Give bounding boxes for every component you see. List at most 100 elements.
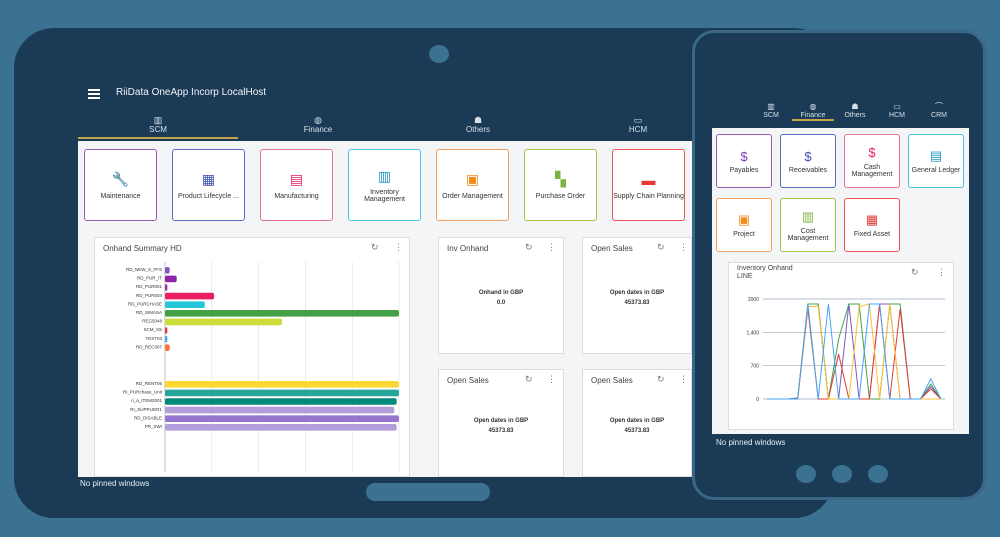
tile-purchase-order[interactable]: ▚ Purchase Order	[524, 149, 597, 221]
tick-label: RD_DISABLE	[134, 415, 162, 420]
phone-dashboard-content: Inventory Onhand LINE ↻ ⋮ 2000 1,400 700 0 …	[712, 128, 969, 434]
more-vert-icon[interactable]: ⋮	[547, 374, 556, 384]
phone-tile-general-ledger[interactable]: ▤ General Ledger	[908, 134, 964, 188]
bar[interactable]	[165, 415, 399, 422]
tab-label: Finance	[800, 112, 826, 119]
bar[interactable]	[165, 327, 168, 334]
kpi-value: Open dates in GBP 45373.83	[439, 418, 563, 434]
dollar-icon: $	[740, 148, 748, 164]
open-sales-panel: Open Sales ↻ ⋮ Open dates in GBP 45373.8…	[582, 237, 692, 354]
phone-nav-button[interactable]	[832, 465, 852, 483]
tile-product-lifecycle[interactable]: ▦ Product Lifecycle ...	[172, 149, 245, 221]
tile-label: Product Lifecycle ...	[177, 192, 240, 200]
tile-inventory-management[interactable]: ▥ Inventory Management	[348, 149, 421, 221]
tab-label: CRM	[931, 112, 947, 119]
bar[interactable]	[165, 267, 170, 274]
bar[interactable]	[165, 381, 399, 388]
bar[interactable]	[165, 284, 168, 291]
bar[interactable]	[165, 398, 397, 405]
footer-status: No pinned windows	[80, 479, 150, 488]
tick-label: 2000	[748, 297, 759, 303]
panel-header: Onhand Summary HD ↻ ⋮	[95, 238, 409, 258]
phone-tile-cost-management[interactable]: ▥ Cost Management	[780, 198, 836, 252]
panel-header: Open Sales ↻ ⋮	[583, 238, 691, 258]
coin-icon: $	[868, 145, 876, 160]
panel-header: Inventory Onhand LINE ↻ ⋮	[729, 263, 953, 289]
refresh-icon[interactable]: ↻	[371, 242, 379, 252]
bar[interactable]	[165, 301, 205, 308]
kpi-value: Open dates in GBP 45373.83	[583, 418, 691, 434]
phone-nav-button[interactable]	[868, 465, 888, 483]
more-vert-icon[interactable]: ⋮	[394, 242, 403, 252]
refresh-icon[interactable]: ↻	[525, 374, 533, 384]
people-icon: ☗	[851, 102, 859, 111]
hamburger-menu-icon[interactable]	[88, 89, 100, 99]
tile-label: Manufacturing	[274, 192, 319, 200]
refresh-icon[interactable]: ↻	[657, 374, 665, 384]
tab-label: SCM	[149, 125, 167, 134]
tick-label: RD_REC007	[136, 344, 163, 349]
panel-title: Open Sales	[447, 375, 489, 385]
open-sales-panel: Open Sales ↻ ⋮ Open dates in GBP 45373.8…	[582, 369, 692, 477]
series-line[interactable]	[767, 303, 941, 400]
tile-order-management[interactable]: ▣ Order Management	[436, 149, 509, 221]
bar[interactable]	[165, 292, 215, 300]
bar[interactable]	[165, 275, 177, 283]
building-icon: ▥	[767, 102, 775, 111]
bar[interactable]	[165, 389, 399, 397]
ledger-icon: ▤	[929, 148, 943, 163]
more-vert-icon[interactable]: ⋮	[937, 267, 946, 277]
phone-tab-others[interactable]: ☗ Others	[834, 102, 876, 121]
briefcase-icon: ▣	[465, 171, 480, 187]
refresh-icon[interactable]: ↻	[911, 267, 919, 277]
bar[interactable]	[165, 424, 397, 431]
tile-maintenance[interactable]: 🔧 Maintenance	[84, 149, 157, 221]
phone-tile-cash-management[interactable]: $ Cash Management	[844, 134, 900, 188]
phone-tab-finance[interactable]: ◍ Finance	[792, 102, 834, 121]
phone-tile-payables[interactable]: $ Payables	[716, 134, 772, 188]
kpi-label: Onhand in GBP	[478, 290, 524, 296]
bar[interactable]	[165, 310, 399, 317]
phone-tile-project[interactable]: ▣ Project	[716, 198, 772, 252]
tile-manufacturing[interactable]: ▤ Manufacturing	[260, 149, 333, 221]
tab-label: Finance	[303, 125, 333, 134]
phone-nav-button[interactable]	[796, 465, 816, 483]
grid-icon: ▚	[555, 171, 566, 187]
panel-header: Open Sales ↻ ⋮	[439, 370, 563, 390]
tab-label: HCM	[628, 125, 648, 134]
phone-tab-scm[interactable]: ▥ SCM	[750, 102, 792, 121]
kpi-number: 45373.83	[624, 300, 650, 306]
bar[interactable]	[165, 335, 168, 343]
tab-label: HCM	[889, 112, 905, 119]
bar[interactable]	[165, 318, 282, 326]
tile-supply-chain-planning[interactable]: ▬ Supply Chain Planning	[612, 149, 685, 221]
tick-label: RD_PUR004	[136, 293, 163, 298]
tablet-screen: RiiData OneApp Incorp LocalHost ▥ SCM ◍ Fin…	[78, 79, 718, 488]
phone-tab-hcm[interactable]: ▭ HCM	[876, 102, 918, 121]
app-header: RiiData OneApp Incorp LocalHost	[78, 79, 718, 109]
bar[interactable]	[165, 344, 170, 351]
tab-hcm[interactable]: ▭ HCM	[558, 115, 718, 139]
kpi-number: 45373.83	[624, 428, 650, 434]
tick-label: RD_SIMASA	[136, 310, 162, 315]
phone-tile-fixed-asset[interactable]: ▦ Fixed Asset	[844, 198, 900, 252]
phone-device: ▥ SCM ◍ Finance ☗ Others ▭ HCM ⌒ CRM Inventory On…	[692, 30, 986, 500]
tick-label: RI_PURchase_Unit	[123, 390, 163, 395]
more-vert-icon[interactable]: ⋮	[547, 242, 556, 252]
tick-label: RD_PUR_IT	[137, 276, 162, 281]
more-vert-icon[interactable]: ⋮	[679, 374, 688, 384]
phone-tab-crm[interactable]: ⌒ CRM	[918, 102, 960, 121]
tile-label: Fixed Asset	[853, 231, 891, 238]
tab-scm[interactable]: ▥ SCM	[78, 115, 238, 139]
more-vert-icon[interactable]: ⋮	[679, 242, 688, 252]
phone-tile-receivables[interactable]: $ Receivables	[780, 134, 836, 188]
kpi-value: Onhand in GBP 0.0	[439, 290, 563, 306]
bar[interactable]	[165, 406, 395, 414]
tablet-home-button[interactable]	[366, 483, 490, 501]
series-line[interactable]	[767, 303, 942, 400]
tab-finance[interactable]: ◍ Finance	[238, 115, 398, 139]
refresh-icon[interactable]: ↻	[525, 242, 533, 252]
refresh-icon[interactable]: ↻	[657, 242, 665, 252]
panel-title: Onhand Summary HD	[103, 243, 182, 253]
tab-others[interactable]: ☗ Others	[398, 115, 558, 139]
